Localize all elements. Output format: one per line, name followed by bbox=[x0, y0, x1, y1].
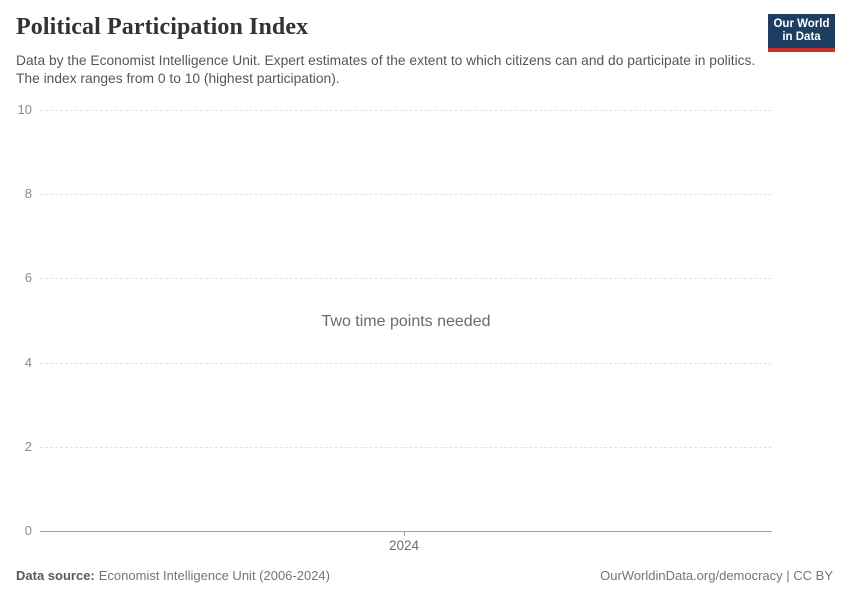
data-source-label: Data source: bbox=[16, 568, 95, 583]
data-source-value: Economist Intelligence Unit (2006-2024) bbox=[98, 568, 330, 583]
chart-title: Political Participation Index bbox=[16, 14, 309, 40]
data-source: Data source: Economist Intelligence Unit … bbox=[16, 568, 330, 583]
chart-subtitle: Data by the Economist Intelligence Unit.… bbox=[16, 53, 756, 86]
no-data-message: Two time points needed bbox=[321, 312, 491, 330]
y-axis-tick-label: 6 bbox=[24, 270, 32, 286]
chart-footer: Data source: Economist Intelligence Unit … bbox=[16, 568, 833, 583]
y-axis-tick-label: 4 bbox=[24, 354, 32, 370]
gridline bbox=[40, 110, 772, 111]
gridline bbox=[40, 362, 772, 364]
owid-logo-line2: in Data bbox=[782, 31, 821, 43]
y-axis-tick-label: 10 bbox=[17, 102, 32, 117]
x-axis-line bbox=[40, 531, 772, 532]
gridline bbox=[40, 194, 772, 196]
x-axis-tick-mark bbox=[404, 531, 405, 536]
gridline bbox=[40, 446, 772, 448]
owid-logo-line1: Our World bbox=[773, 18, 830, 30]
gridline bbox=[40, 278, 772, 280]
y-axis-tick-label: 0 bbox=[24, 523, 32, 538]
y-axis-tick-label: 2 bbox=[24, 438, 32, 454]
owid-logo[interactable]: Our World in Data bbox=[768, 14, 835, 52]
y-axis-tick-label: 8 bbox=[24, 186, 32, 202]
x-axis-tick-label: 2024 bbox=[388, 538, 420, 553]
owid-citation-link[interactable]: OurWorldinData.org/democracy | CC BY bbox=[600, 568, 833, 583]
